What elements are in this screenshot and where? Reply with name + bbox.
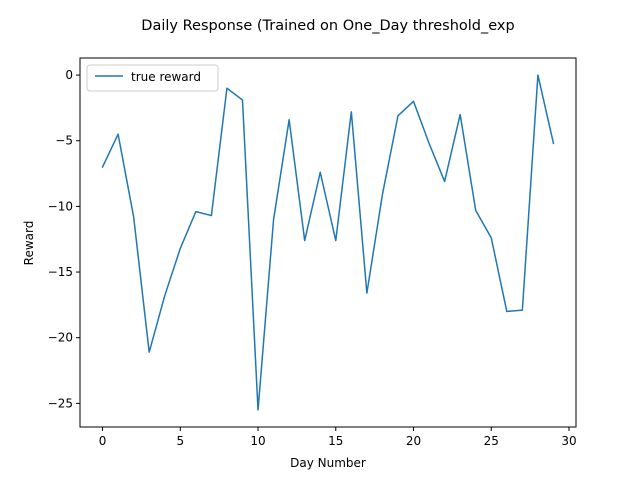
y-tick-label: −15 [48,265,73,279]
y-tick-label: −5 [55,134,73,148]
y-tick-label: −25 [48,396,73,410]
x-tick-label: 30 [561,434,576,448]
y-axis-label: Reward [22,221,36,266]
y-axis: 0 −5 −10 −15 −20 −25 [48,68,80,410]
x-tick-label: 10 [250,434,265,448]
x-axis: 0 5 10 15 20 25 30 [99,427,577,448]
x-tick-label: 15 [328,434,343,448]
chart-title: Daily Response (Trained on One_Day thres… [141,18,514,34]
axes-frame [79,57,577,428]
x-tick-label: 25 [484,434,499,448]
x-tick-label: 0 [99,434,107,448]
y-tick-label: 0 [65,68,73,82]
x-axis-label: Day Number [290,456,366,470]
y-tick-label: −20 [48,331,73,345]
x-tick-label: 5 [176,434,184,448]
y-tick-label: −10 [48,199,73,213]
x-tick-label: 20 [406,434,421,448]
series-line-true-reward [101,74,555,411]
plot-area [101,74,555,411]
legend: true reward [86,64,219,92]
legend-box [86,64,219,92]
legend-label-true-reward: true reward [131,70,201,84]
